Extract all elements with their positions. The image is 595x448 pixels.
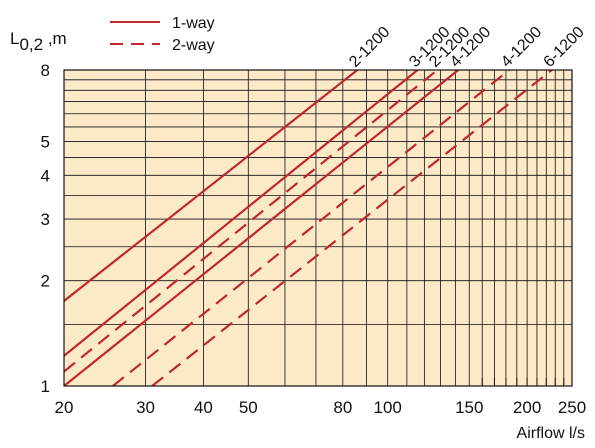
series-label-2-1200-solid: 2-1200 <box>346 24 393 71</box>
x-tick-label: 20 <box>55 398 74 417</box>
series-lines <box>64 70 553 386</box>
y-tick-label: 5 <box>41 132 50 151</box>
x-tick-label: 200 <box>513 398 541 417</box>
x-tick-label: 30 <box>136 398 155 417</box>
series-line-3-1200-solid <box>64 70 419 357</box>
series-label-4-1200-dashed: 4-1200 <box>498 24 545 71</box>
y-tick-label: 3 <box>41 210 50 229</box>
y-tick-label: 4 <box>41 166 50 185</box>
plot-area <box>64 70 572 386</box>
x-tick-label: 50 <box>239 398 258 417</box>
legend: 1-way 2-way <box>110 15 215 54</box>
x-tick-label: 250 <box>558 398 586 417</box>
y-tick-label: 8 <box>41 61 50 80</box>
series-line-2-1200-dashed <box>64 70 439 373</box>
x-axis-label: Airflow l/s <box>517 425 585 442</box>
y-tick-label: 2 <box>41 272 50 291</box>
legend-label-2-way: 2-way <box>172 37 215 54</box>
x-tick-label: 40 <box>194 398 213 417</box>
series-line-2-1200-solid <box>64 70 359 302</box>
series-label-6-1200-dashed: 6-1200 <box>541 24 588 71</box>
x-tick-label: 100 <box>374 398 402 417</box>
x-tick-label: 80 <box>333 398 352 417</box>
series-line-4-1200-dashed <box>112 70 510 386</box>
x-tick-labels: 20 30 40 50 80 100 150 200 250 <box>55 398 587 417</box>
y-axis-label: L0,2 ,m <box>10 29 67 54</box>
series-line-4-1200-solid <box>64 70 459 386</box>
series-line-6-1200-dashed <box>151 70 553 386</box>
x-tick-label: 150 <box>455 398 483 417</box>
y-tick-labels: 1 2 3 4 5 8 <box>41 61 50 396</box>
y-tick-label: 1 <box>41 377 50 396</box>
plot-frame <box>63 69 573 387</box>
legend-label-1-way: 1-way <box>172 15 215 32</box>
